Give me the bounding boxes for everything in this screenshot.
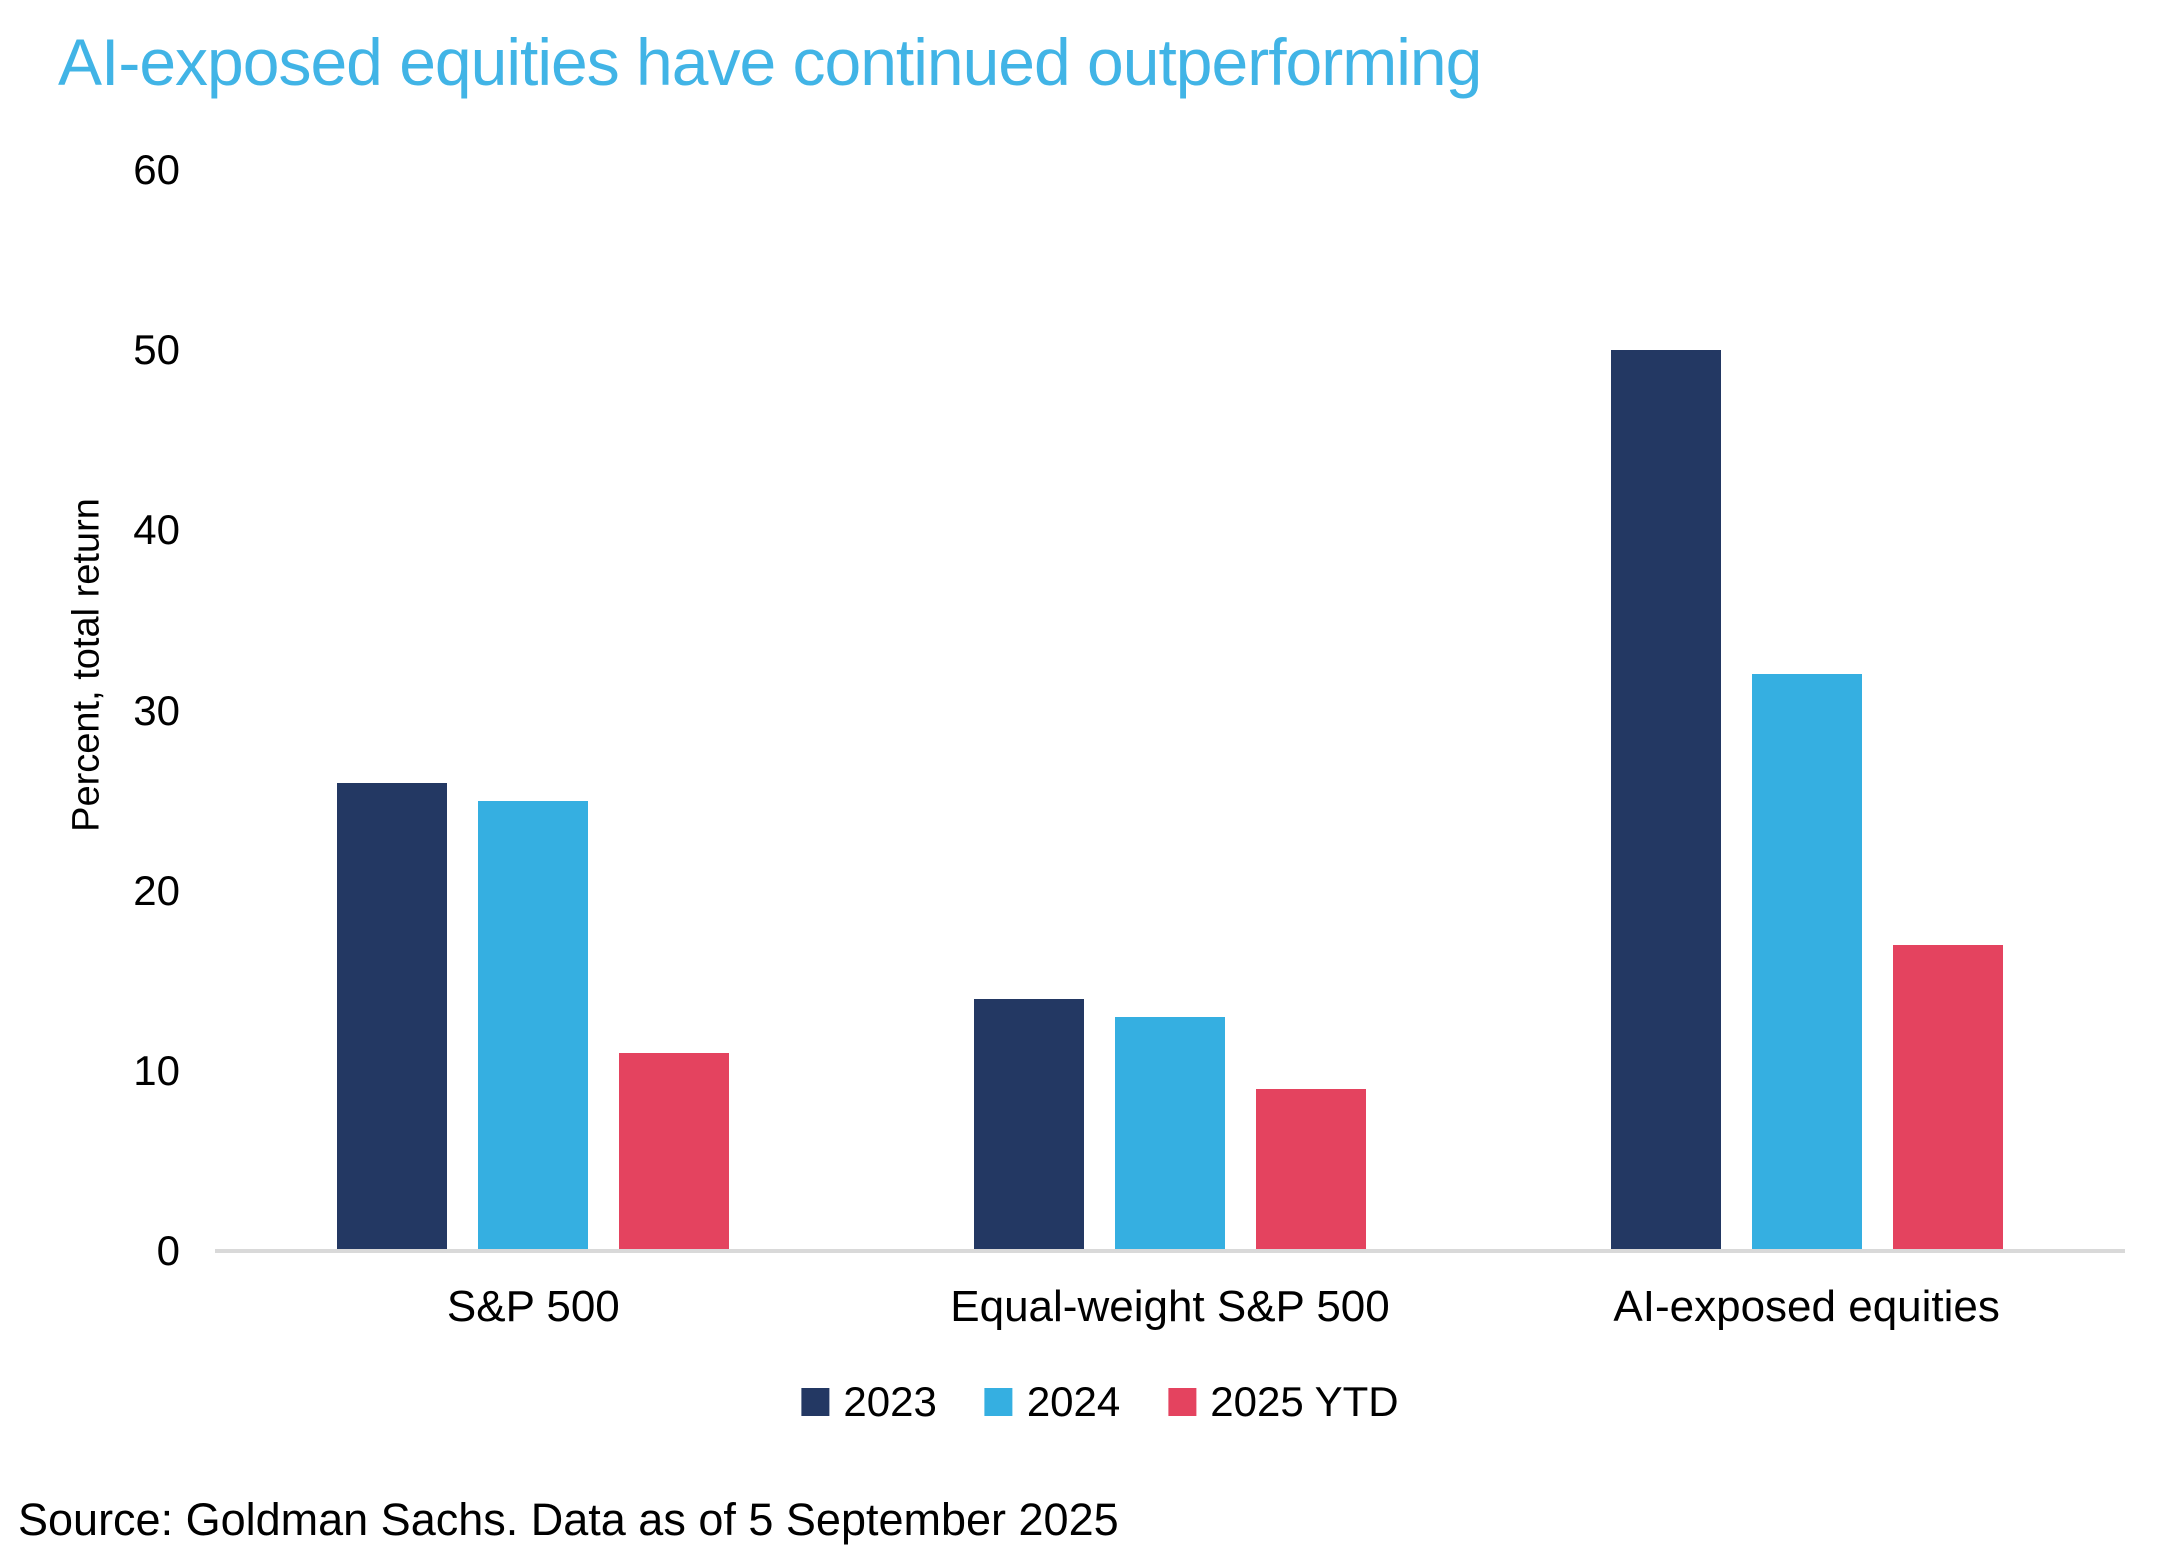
y-tick-label-20: 20 bbox=[133, 866, 180, 914]
bar-2025-ytd-ai-exposed-equities bbox=[1892, 944, 2003, 1251]
bar-2023-s-p-500 bbox=[337, 782, 448, 1251]
bar-2023-ai-exposed-equities bbox=[1610, 350, 1721, 1251]
legend-label-2024: 2024 bbox=[1026, 1378, 1121, 1425]
bar-2024-ai-exposed-equities bbox=[1751, 674, 1862, 1251]
category-label-s-p-500: S&P 500 bbox=[446, 1282, 620, 1331]
bar-2023-equal-weight-s-p-500 bbox=[974, 998, 1084, 1251]
y-tick-label-60: 60 bbox=[133, 146, 180, 193]
y-tick-label-40: 40 bbox=[133, 506, 180, 554]
y-tick-label-50: 50 bbox=[133, 326, 180, 374]
bar-2024-equal-weight-s-p-500 bbox=[1115, 1016, 1225, 1251]
legend-label-2025-ytd: 2025 YTD bbox=[1210, 1378, 1399, 1425]
legend-item-2024: 2024 bbox=[984, 1378, 1121, 1426]
y-tick-label-10: 10 bbox=[133, 1046, 180, 1094]
y-tick-label-30: 30 bbox=[133, 686, 180, 734]
category-label-equal-weight-s-p-500: Equal-weight S&P 500 bbox=[950, 1282, 1390, 1331]
legend: 2023 2024 2025 YTD bbox=[801, 1378, 1399, 1426]
legend-item-2025-ytd: 2025 YTD bbox=[1168, 1378, 1399, 1426]
source-note: Source: Goldman Sachs. Data as of 5 Sept… bbox=[18, 1494, 1119, 1545]
legend-swatch-2023 bbox=[801, 1388, 830, 1416]
chart-title: AI-exposed equities have continued outpe… bbox=[58, 25, 1482, 99]
category-label-ai-exposed-equities: AI-exposed equities bbox=[1613, 1282, 2000, 1331]
legend-swatch-2024 bbox=[984, 1388, 1013, 1416]
bar-2024-s-p-500 bbox=[478, 800, 589, 1251]
legend-swatch-2025-ytd bbox=[1168, 1388, 1197, 1416]
x-axis-line bbox=[215, 1249, 2125, 1253]
y-tick-label-0: 0 bbox=[156, 1227, 180, 1274]
legend-item-2023: 2023 bbox=[801, 1378, 937, 1426]
bar-2025-ytd-s-p-500 bbox=[619, 1052, 730, 1251]
legend-label-2023: 2023 bbox=[843, 1378, 937, 1425]
bar-2025-ytd-equal-weight-s-p-500 bbox=[1256, 1088, 1366, 1251]
